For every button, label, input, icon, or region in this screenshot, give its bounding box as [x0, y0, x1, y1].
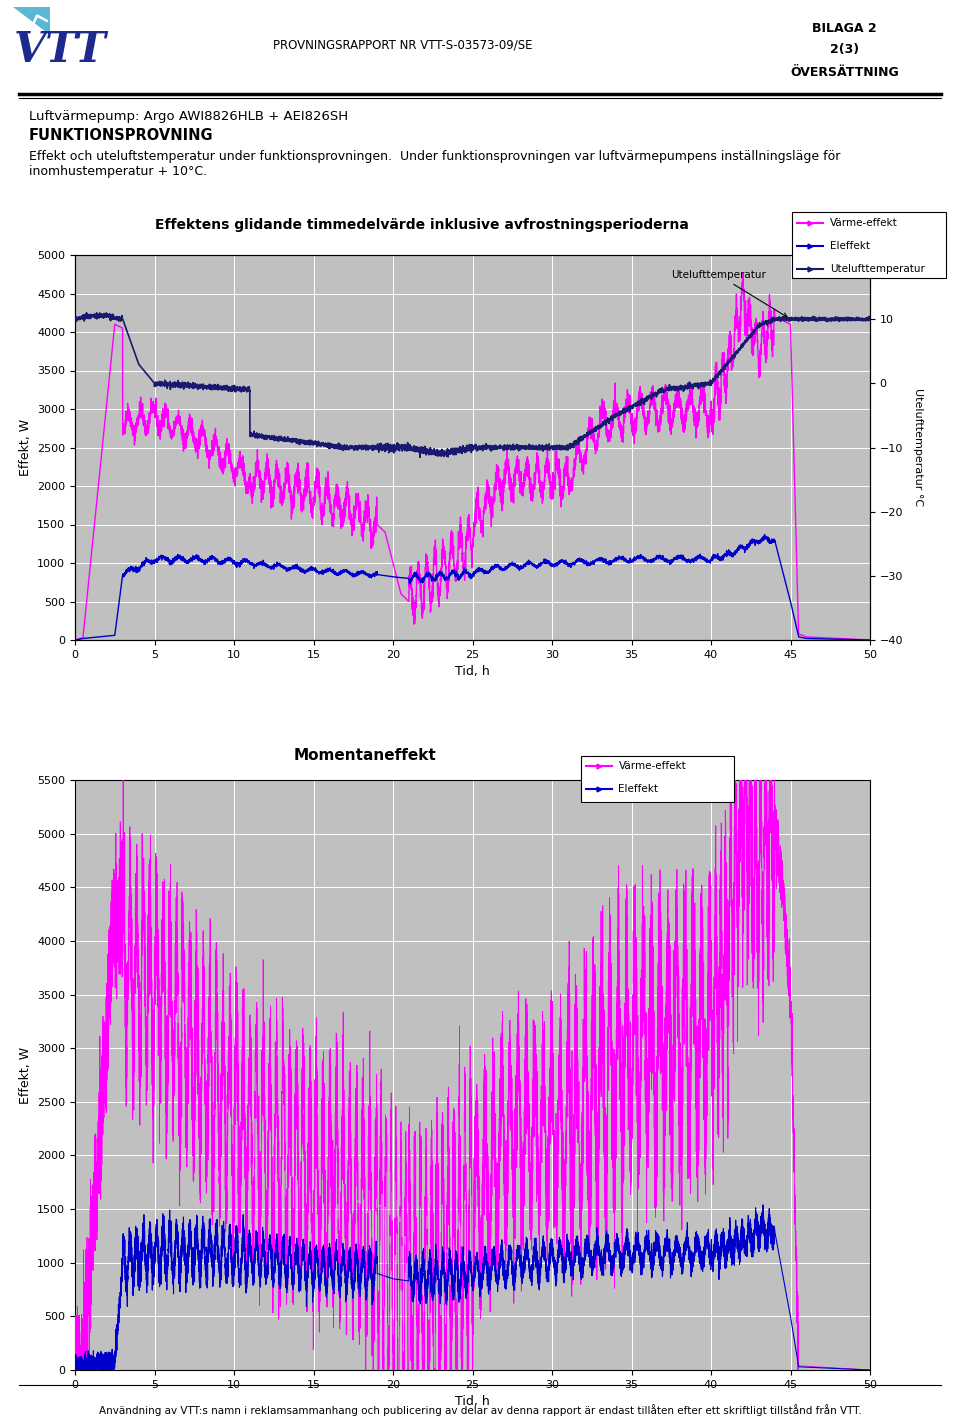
Text: FUNKTIONSPROVNING: FUNKTIONSPROVNING	[29, 128, 213, 144]
Text: Luftvärmepump: Argo AWI8826HLB + AEI826SH: Luftvärmepump: Argo AWI8826HLB + AEI826S…	[29, 109, 348, 124]
Text: Utelufttemperatur: Utelufttemperatur	[829, 264, 924, 274]
Text: Effektens glidande timmedelvärde inklusive avfrostningsperioderna: Effektens glidande timmedelvärde inklusi…	[156, 217, 689, 232]
Y-axis label: Effekt, W: Effekt, W	[18, 1046, 32, 1104]
Text: VTT: VTT	[13, 28, 107, 71]
Polygon shape	[13, 7, 50, 34]
Text: ÖVERSÄTTNING: ÖVERSÄTTNING	[790, 65, 900, 78]
FancyBboxPatch shape	[581, 756, 734, 801]
Text: Effekt och uteluftstemperatur under funktionsprovningen.  Under funktionsprovnin: Effekt och uteluftstemperatur under funk…	[29, 151, 840, 178]
X-axis label: Tid, h: Tid, h	[455, 1395, 490, 1408]
Text: Värme-effekt: Värme-effekt	[618, 760, 686, 770]
Text: Eleffekt: Eleffekt	[829, 240, 870, 250]
Text: BILAGA 2: BILAGA 2	[812, 21, 877, 34]
X-axis label: Tid, h: Tid, h	[455, 665, 490, 678]
Text: Värme-effekt: Värme-effekt	[829, 217, 898, 227]
Y-axis label: Utelufttemperatur °C: Utelufttemperatur °C	[913, 388, 923, 506]
Y-axis label: Effekt, W: Effekt, W	[18, 419, 32, 476]
Text: Eleffekt: Eleffekt	[618, 783, 659, 793]
Text: Användning av VTT:s namn i reklamsammanhang och publicering av delar av denna ra: Användning av VTT:s namn i reklamsammanh…	[99, 1404, 861, 1415]
Text: Momentaneffekt: Momentaneffekt	[294, 747, 436, 763]
Text: 2(3): 2(3)	[830, 44, 859, 57]
FancyBboxPatch shape	[792, 212, 946, 279]
Text: PROVNINGSRAPPORT NR VTT-S-03573-09/SE: PROVNINGSRAPPORT NR VTT-S-03573-09/SE	[274, 38, 533, 51]
Text: Utelufttemperatur: Utelufttemperatur	[671, 270, 787, 317]
